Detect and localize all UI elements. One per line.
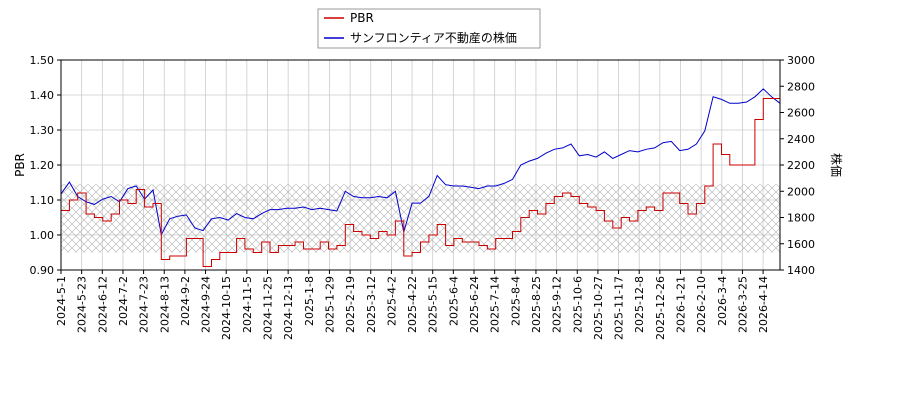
x-tick-label: 2026-4-14 [757, 276, 770, 333]
x-tick-label: 2025-6-24 [468, 276, 481, 333]
x-tick-label: 2025-12-8 [633, 276, 646, 333]
right-tick-label: 1600 [787, 238, 815, 251]
right-axis-label: 株価 [829, 153, 844, 177]
x-tick-label: 2024-5-1 [55, 276, 68, 326]
x-tick-label: 2026-3-25 [736, 276, 749, 333]
left-tick-label: 1.50 [30, 54, 55, 67]
left-tick-label: 1.10 [30, 194, 55, 207]
left-axis: 0.90 1.00 1.10 1.20 1.30 1.40 1.50 [30, 54, 61, 277]
x-tick-label: 2025-1-8 [303, 276, 316, 326]
x-tick-label: 2024-7-2 [117, 276, 130, 326]
x-tick-label: 2024-8-13 [158, 276, 171, 333]
right-tick-label: 1400 [787, 264, 815, 277]
left-tick-label: 1.00 [30, 229, 55, 242]
x-tick-label: 2025-12-26 [654, 276, 667, 340]
series-line-stock-price [61, 88, 780, 237]
x-tick-label: 2025-4-2 [385, 276, 398, 326]
x-tick-label: 2025-8-4 [509, 276, 522, 326]
right-axis: 1400 1600 1800 2000 2200 2400 2600 2800 3000 [780, 54, 815, 277]
x-tick-label: 2024-9-2 [179, 276, 192, 326]
x-tick-label: 2025-8-25 [530, 276, 543, 333]
series-line-pbr [61, 98, 780, 267]
x-tick-label: 2026-2-10 [695, 276, 708, 333]
x-tick-label: 2025-5-15 [427, 276, 440, 333]
x-tick-label: 2025-1-29 [323, 276, 336, 333]
x-tick-label: 2025-9-12 [551, 276, 564, 333]
x-tick-label: 2025-4-22 [406, 276, 419, 333]
x-tick-label: 2025-11-17 [613, 276, 626, 340]
legend-box [317, 8, 541, 49]
x-tick-label: 2024-11-25 [262, 276, 275, 340]
left-tick-label: 0.90 [30, 264, 55, 277]
right-tick-label: 2600 [787, 107, 815, 120]
x-tick-label: 2025-10-27 [592, 276, 605, 340]
x-tick-label: 2025-6-4 [447, 276, 460, 326]
right-tick-label: 2800 [787, 80, 815, 93]
right-tick-label: 3000 [787, 54, 815, 67]
x-axis: 2024-5-1 2024-5-23 2024-6-12 2024-7-2 2024-7… [55, 270, 770, 340]
left-tick-label: 1.20 [30, 159, 55, 172]
x-tick-label: 2024-7-23 [138, 276, 151, 333]
x-tick-label: 2025-3-12 [365, 276, 378, 333]
x-tick-label: 2024-12-13 [282, 276, 295, 340]
legend-label-stock-price: サンフロンティア不動産の株価 [350, 30, 517, 45]
x-tick-label: 2024-11-5 [241, 276, 254, 333]
left-axis-label: PBR [13, 153, 27, 177]
legend: PBR サンフロンティア不動産の株価 [317, 8, 541, 49]
x-tick-label: 2024-9-24 [200, 276, 213, 333]
right-tick-label: 2000 [787, 185, 815, 198]
right-tick-label: 2200 [787, 159, 815, 172]
left-tick-label: 1.40 [30, 89, 55, 102]
x-tick-label: 2025-7-14 [489, 276, 502, 333]
x-tick-label: 2024-10-15 [220, 276, 233, 340]
x-tick-label: 2026-1-21 [675, 276, 688, 333]
x-tick-label: 2025-2-19 [344, 276, 357, 333]
x-tick-label: 2026-3-4 [716, 276, 729, 326]
x-tick-label: 2024-6-12 [96, 276, 109, 333]
right-tick-label: 2400 [787, 133, 815, 146]
shaded-band [61, 184, 780, 253]
legend-label-pbr: PBR [350, 11, 374, 25]
x-tick-label: 2024-5-23 [76, 276, 89, 333]
left-tick-label: 1.30 [30, 124, 55, 137]
x-tick-label: 2025-10-6 [571, 276, 584, 333]
right-tick-label: 1800 [787, 212, 815, 225]
